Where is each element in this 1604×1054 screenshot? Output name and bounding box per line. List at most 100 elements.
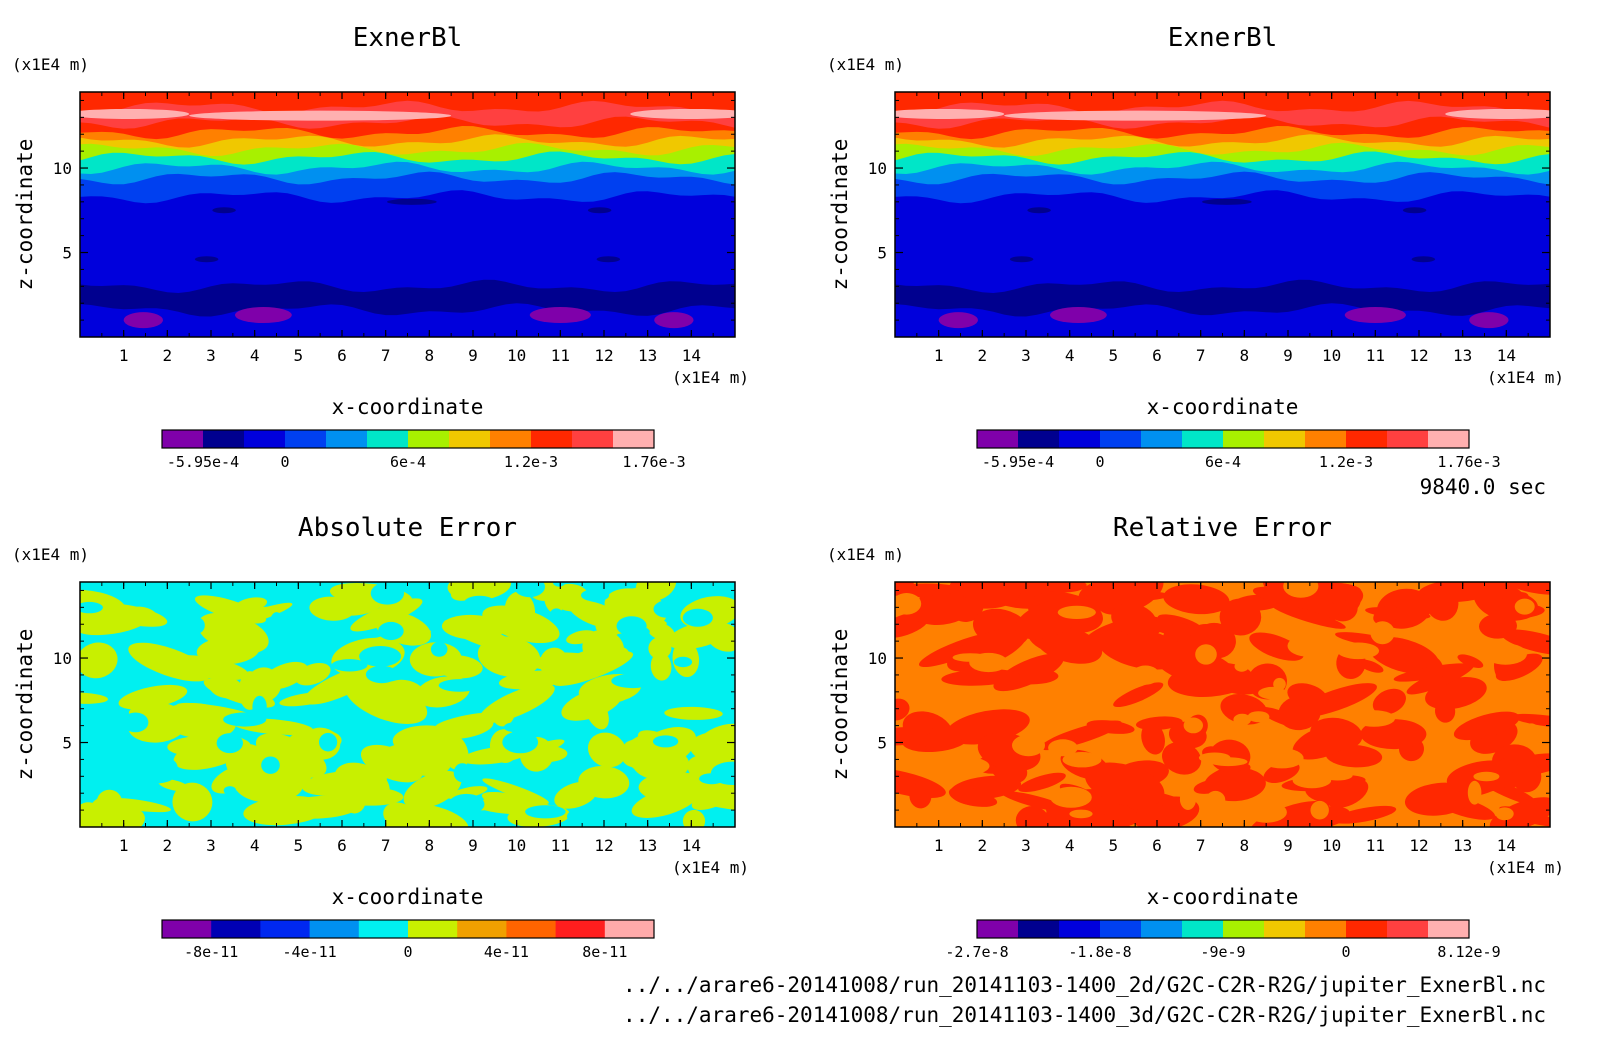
contour-band	[258, 782, 293, 822]
contour-band	[1233, 713, 1251, 726]
colorbar-label: 1.2e-3	[1319, 453, 1373, 471]
contour-band	[1018, 772, 1066, 793]
contour-band	[1411, 256, 1436, 263]
colorbar-label: 6e-4	[390, 453, 426, 471]
chart-title: ExnerBl	[353, 23, 463, 53]
contour-band	[270, 612, 284, 633]
colorbar-swatch	[1141, 430, 1183, 448]
contour-band	[1467, 780, 1482, 805]
colorbar-swatch	[1428, 920, 1470, 938]
contour-band	[1251, 741, 1276, 751]
contour-band	[370, 582, 405, 605]
x-tick-label: 9	[468, 836, 478, 855]
colorbar-label: 0	[403, 943, 412, 961]
colorbar: -8e-11 -4e-11 0 4e-11 8e-11	[161, 919, 655, 961]
contour-band	[699, 773, 725, 785]
x-tick-label: 11	[1366, 836, 1385, 855]
x-tick-label: 4	[1065, 346, 1075, 365]
contour-band	[895, 108, 1005, 119]
colorbar-swatch	[408, 430, 450, 448]
colorbar-swatch	[457, 920, 507, 938]
contour-band	[261, 661, 308, 690]
contour-band	[1135, 716, 1183, 731]
contour-band	[911, 593, 973, 625]
colorbar-label: -4e-11	[283, 943, 337, 961]
contour-band	[969, 652, 1008, 673]
contour-band	[1404, 782, 1474, 816]
y-tick-label: 5	[62, 244, 72, 263]
contour-band	[1131, 665, 1160, 685]
colorbar-swatch	[367, 430, 409, 448]
contour-band	[331, 659, 368, 672]
contour-band	[581, 589, 610, 602]
contour-band	[569, 649, 614, 672]
contour-band	[1457, 654, 1484, 668]
contour-band	[403, 770, 462, 809]
contour-band	[1434, 699, 1456, 723]
colorbar-swatch	[244, 430, 286, 448]
contour-band	[1373, 605, 1400, 625]
contour-band	[1250, 800, 1330, 827]
colorbar-swatch	[1387, 430, 1429, 448]
contour-band	[1310, 800, 1329, 820]
colorbar-swatch	[309, 920, 360, 938]
contour-band	[502, 731, 539, 754]
colorbar-swatch	[1018, 920, 1060, 938]
contour-band	[328, 591, 384, 616]
contour-band	[1337, 642, 1380, 660]
x-tick-label: 8	[425, 836, 435, 855]
time-label: 9840.0 sec	[1420, 475, 1546, 499]
contour-band	[1469, 312, 1509, 329]
x-tick-label: 10	[507, 836, 526, 855]
x-tick-label: 13	[638, 346, 657, 365]
contour-band	[587, 207, 612, 214]
contour-band	[1027, 207, 1051, 214]
contour-band	[566, 807, 606, 826]
x-tick-label: 13	[1453, 346, 1472, 365]
contour-band	[1402, 207, 1427, 214]
y-axis-label: z-coordinate	[828, 629, 852, 781]
x-tick-label: 13	[638, 836, 657, 855]
contour-band	[938, 312, 978, 329]
contour-band	[1162, 741, 1202, 775]
x-tick-label: 5	[1109, 836, 1119, 855]
x-tick-label: 12	[1409, 836, 1428, 855]
contour-band	[116, 755, 135, 769]
contour-field	[895, 582, 1550, 827]
y-unit-label: (x1E4 m)	[12, 545, 89, 564]
y-tick-label: 10	[868, 159, 887, 178]
colorbar-swatch	[1182, 430, 1224, 448]
contour-band	[403, 803, 469, 827]
x-tick-label: 10	[507, 346, 526, 365]
contour-band	[443, 619, 518, 652]
x-tick-label: 9	[1283, 836, 1293, 855]
contour-band	[1287, 683, 1328, 709]
contour-band	[441, 717, 494, 739]
contour-band	[1364, 584, 1388, 593]
x-tick-label: 7	[1196, 346, 1206, 365]
contour-band	[895, 698, 910, 721]
x-tick-label: 9	[468, 346, 478, 365]
contour-band	[1453, 711, 1520, 741]
colorbar-swatch	[1346, 430, 1388, 448]
y-unit-label: (x1E4 m)	[827, 545, 904, 564]
x-tick-label: 2	[978, 836, 988, 855]
contour-band	[948, 786, 990, 806]
contour-band	[1332, 805, 1397, 824]
contour-band	[1163, 584, 1230, 615]
colorbar-label: 1.76e-3	[1437, 453, 1500, 471]
colorbar-swatch	[977, 920, 1019, 938]
x-tick-label: 14	[682, 836, 701, 855]
colorbar-swatch	[408, 920, 458, 938]
contour-band	[80, 92, 735, 114]
x-tick-label: 14	[1497, 346, 1516, 365]
contour-band	[664, 706, 723, 720]
contour-band	[261, 756, 280, 774]
contour-band	[1205, 790, 1226, 810]
contour-band	[667, 621, 730, 650]
contour-band	[1009, 256, 1034, 263]
colorbar-label: 8.12e-9	[1437, 943, 1500, 961]
colorbar-label: -5.95e-4	[167, 453, 239, 471]
